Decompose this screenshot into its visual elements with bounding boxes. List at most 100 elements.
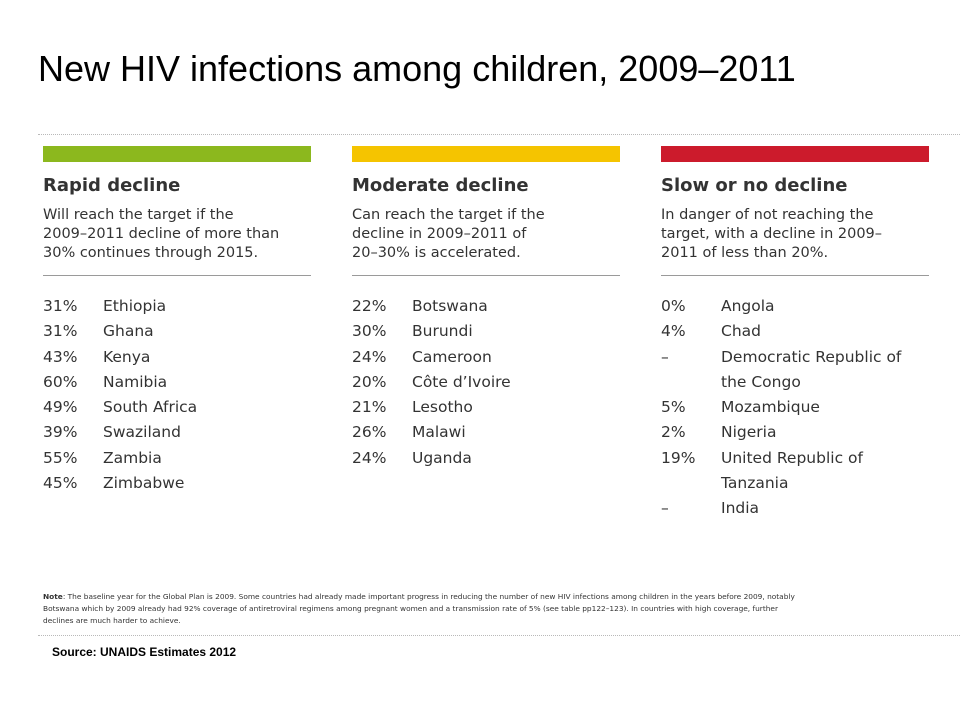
country-row: 0% Angola [661,294,929,319]
country-name: Lesotho [412,398,473,417]
country-name: Tanzania [721,474,789,493]
column-rule [43,275,311,276]
decline-percent: 30% [352,322,387,341]
country-row: the Congo [661,370,929,395]
rapid-decline-color-bar [43,146,311,162]
country-row: 4% Chad [661,319,929,344]
decline-percent: 60% [43,372,78,391]
country-list: 31% Ethiopia 31% Ghana 43% Kenya 60% Namibia… [43,294,311,496]
column-moderate-decline: Moderate decline Can reach the target if… [352,146,620,471]
footnote-text: : The baseline year for the Global Plan … [62,592,795,601]
decline-percent: 49% [43,398,78,417]
moderate-decline-color-bar [352,146,620,162]
country-name: Kenya [103,347,151,366]
country-name: Uganda [412,448,472,467]
decline-percent [661,471,721,496]
bottom-divider [38,635,960,636]
country-row: 20% Côte d’Ivoire [352,370,620,395]
decline-percent: – [661,347,669,366]
decline-percent: 26% [352,423,387,442]
decline-percent [661,370,721,395]
column-heading: Rapid decline [43,175,181,196]
decline-percent: 0% [661,297,686,315]
decline-percent: 39% [43,423,78,442]
country-name: Cameroon [412,347,492,366]
column-slow-or-no-decline: Slow or no decline In danger of not reac… [661,146,929,522]
footnote-line: Botswana which by 2009 already had 92% c… [43,604,779,613]
column-heading: Moderate decline [352,175,529,196]
country-name: South Africa [103,398,198,417]
decline-percent: 20% [352,372,387,391]
country-name: Burundi [412,322,473,341]
column-heading: Slow or no decline [661,175,848,196]
description-line: Will reach the target if the [43,207,234,223]
column-rule [352,275,620,276]
country-name: Democratic Republic of [721,347,902,366]
slow-decline-color-bar [661,146,929,162]
description-line: 2009–2011 decline of more than [43,226,280,242]
country-row: 24% Cameroon [352,345,620,370]
country-row: 19% United Republic of [661,446,929,471]
country-row: 60% Namibia [43,370,311,395]
description-line: 30% continues through 2015. [43,245,259,261]
column-description: Can reach the target if the decline in 2… [352,206,622,264]
country-name: Ghana [103,322,154,341]
decline-percent: 21% [352,398,387,417]
country-row: 5% Mozambique [661,395,929,420]
country-name: Côte d’Ivoire [412,372,511,391]
top-divider [38,134,960,135]
description-line: 20–30% is accelerated. [352,245,521,261]
decline-percent: 24% [352,347,387,366]
country-list: 22% Botswana 30% Burundi 24% Cameroon 20% Cô… [352,294,620,471]
country-row: 31% Ethiopia [43,294,311,319]
country-name: Swaziland [103,423,181,442]
country-row: 55% Zambia [43,446,311,471]
decline-percent: 31% [43,322,78,341]
country-name: Botswana [412,297,488,315]
country-name: Zimbabwe [103,474,185,493]
country-row: 24% Uganda [352,446,620,471]
decline-percent: 4% [661,322,686,341]
decline-percent: 5% [661,398,686,417]
country-row: – Democratic Republic of [661,345,929,370]
country-name: Nigeria [721,423,777,442]
column-rapid-decline: Rapid decline Will reach the target if t… [43,146,311,496]
country-row: 2% Nigeria [661,420,929,445]
decline-percent: 2% [661,423,686,442]
country-row: 45% Zimbabwe [43,471,311,496]
page-title: New HIV infections among children, 2009–… [38,48,796,89]
country-row: 21% Lesotho [352,395,620,420]
country-row: 26% Malawi [352,420,620,445]
footnote: Note: The baseline year for the Global P… [43,591,933,627]
country-name: the Congo [721,372,801,391]
country-row: 39% Swaziland [43,420,311,445]
country-row: 31% Ghana [43,319,311,344]
country-row: 30% Burundi [352,319,620,344]
country-row: Tanzania [661,471,929,496]
country-row: 49% South Africa [43,395,311,420]
country-name: United Republic of [721,448,863,467]
country-row: 22% Botswana [352,294,620,319]
country-row: – India [661,496,929,521]
description-line: 2011 of less than 20%. [661,245,829,261]
decline-percent: 43% [43,347,78,366]
country-list: 0% Angola 4% Chad – Democratic Republic of … [661,294,929,522]
country-name: Malawi [412,423,466,442]
footnote-line: declines are much harder to achieve. [43,616,181,625]
column-rule [661,275,929,276]
decline-percent: 24% [352,448,387,467]
decline-percent: 45% [43,474,78,493]
decline-percent: 31% [43,297,78,315]
decline-percent: – [661,499,669,518]
country-name: Chad [721,322,761,341]
footnote-line: Note: The baseline year for the Global P… [43,591,933,603]
description-line: target, with a decline in 2009– [661,226,883,242]
decline-percent: 22% [352,297,387,315]
decline-percent: 55% [43,448,78,467]
source-citation: Source: UNAIDS Estimates 2012 [52,645,237,659]
country-name: Namibia [103,372,168,391]
country-name: India [721,499,760,518]
decline-percent: 19% [661,448,696,467]
description-line: Can reach the target if the [352,207,545,223]
column-description: In danger of not reaching the target, wi… [661,206,931,264]
